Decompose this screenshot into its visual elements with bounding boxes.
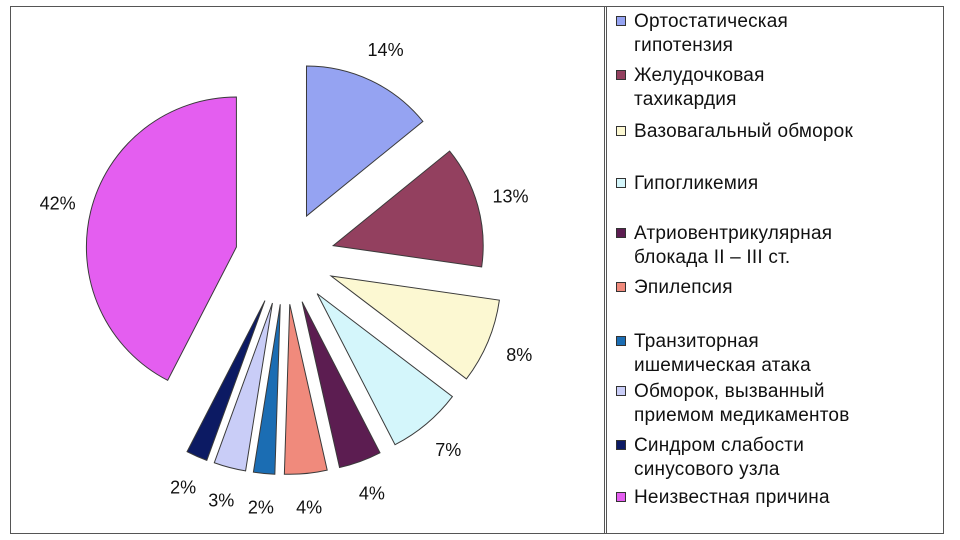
pie-label-8: 3% — [208, 490, 234, 510]
pie-slice-1 — [305, 65, 424, 218]
pie-slice-9 — [186, 300, 266, 461]
pie-slice-4 — [316, 293, 454, 446]
legend-label: Эпилепсия — [634, 277, 733, 298]
pie-label-3: 8% — [506, 345, 532, 365]
pie-slice-6 — [283, 304, 328, 475]
legend-label: Гипогликемия — [634, 173, 759, 194]
pie-label-7: 2% — [248, 497, 274, 517]
legend-label: Транзиторная ишемическая атака — [634, 331, 811, 376]
legend-swatch — [616, 126, 626, 136]
legend-label: Ортостатическая гипотензия — [634, 11, 788, 56]
legend-swatch — [616, 16, 626, 26]
legend: Ортостатическая гипотензия Желудочковая т… — [612, 10, 942, 530]
legend-label: Неизвестная причина — [634, 487, 830, 508]
pie-label-2: 13% — [493, 187, 529, 207]
pie-label-4: 7% — [435, 440, 461, 460]
pie-slice-5 — [301, 301, 381, 469]
pie-slice-3 — [329, 275, 500, 380]
legend-swatch — [616, 492, 626, 502]
legend-swatch — [616, 282, 626, 292]
legend-swatch — [616, 336, 626, 346]
pie-slice-2 — [331, 150, 484, 268]
legend-label: Атриовентрикулярная блокада II – III ст. — [634, 223, 833, 268]
legend-label: Синдром слабости синусового узла — [634, 435, 805, 480]
legend-divider — [604, 6, 607, 534]
pie-slice-10 — [85, 96, 237, 382]
legend-swatch — [616, 386, 626, 396]
pie-slice-7 — [252, 304, 281, 475]
pie-chart: 14% 13% 8% 7% 4% 4% 2% 3% 2% 42% — [40, 40, 533, 517]
pie-label-5: 4% — [359, 483, 385, 503]
pie-label-1: 14% — [368, 40, 404, 60]
legend-swatch — [616, 70, 626, 80]
legend-label: Желудочковая тахикардия — [634, 65, 765, 110]
legend-swatch — [616, 178, 626, 188]
legend-label: Обморок, вызванный приемом медикаментов — [634, 381, 850, 426]
pie-label-6: 4% — [296, 497, 322, 517]
legend-swatch — [616, 440, 626, 450]
legend-swatch — [616, 228, 626, 238]
pie-label-9: 2% — [170, 477, 196, 497]
pie-label-10: 42% — [40, 194, 76, 214]
legend-label: Вазовагальный обморок — [634, 121, 853, 142]
pie-slice-8 — [213, 302, 273, 472]
